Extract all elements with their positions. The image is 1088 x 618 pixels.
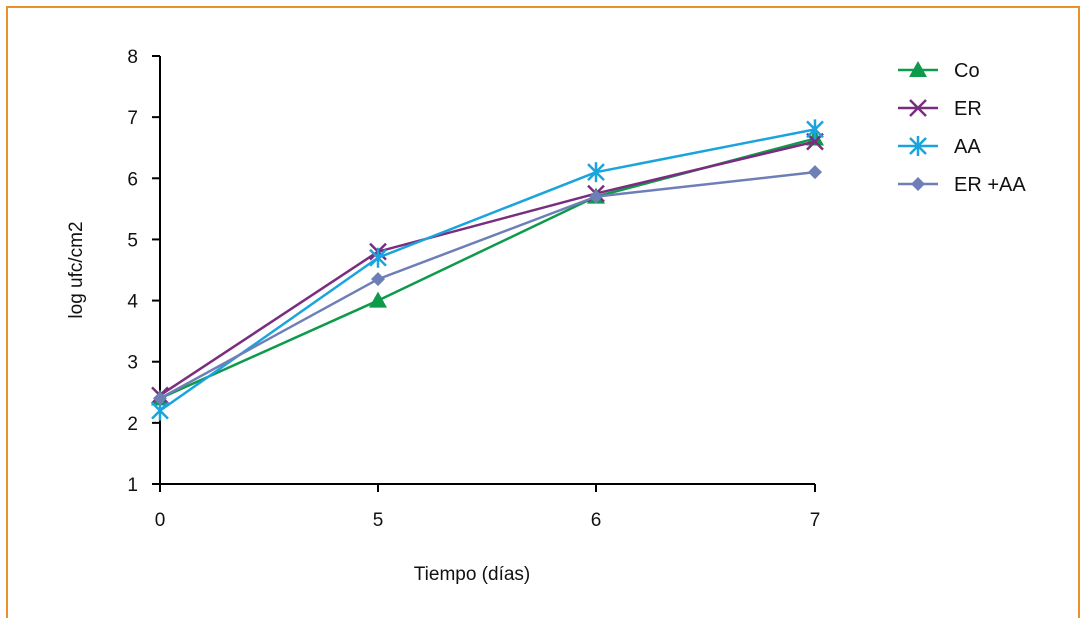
legend-label: ER +AA (954, 174, 1026, 196)
data-point (806, 119, 824, 140)
y-tick-label: 4 (127, 292, 138, 313)
series-line (159, 170, 816, 400)
y-tick-label: 7 (127, 108, 138, 129)
legend-item: Co (898, 60, 980, 82)
y-axis-title: log ufc/cm2 (66, 221, 87, 318)
y-axis-ticks: 1 2 3 4 5 6 7 8 (127, 47, 160, 496)
chart-frame (6, 6, 1080, 618)
y-tick-label: 2 (127, 414, 138, 435)
data-point (369, 291, 387, 308)
data-point (371, 272, 385, 287)
legend-label: AA (954, 136, 981, 158)
legend-label: Co (954, 60, 980, 82)
series-group (151, 119, 824, 421)
y-tick-label: 6 (127, 169, 138, 190)
series-line (159, 137, 816, 400)
y-tick-label: 5 (127, 230, 138, 251)
y-tick-label: 3 (127, 353, 138, 374)
x-tick-label: 5 (373, 510, 384, 531)
series-er-aa (153, 165, 822, 406)
legend-swatch-marker (909, 61, 927, 77)
series-co (151, 129, 824, 406)
x-axis-title: Tiempo (días) (414, 564, 531, 585)
legend-label: ER (954, 98, 982, 120)
x-tick-label: 6 (591, 510, 602, 531)
data-point (587, 162, 605, 183)
x-marker-stroke (909, 99, 927, 117)
legend-swatch-marker (909, 136, 927, 156)
data-point (808, 165, 822, 180)
diamond-marker-shape (911, 177, 925, 191)
data-point (153, 391, 167, 406)
axes (159, 56, 815, 485)
diamond-marker-shape (808, 165, 822, 180)
data-point (589, 189, 603, 204)
legend-item: ER (898, 98, 982, 120)
diamond-marker-shape (589, 189, 603, 204)
triangle-marker-shape (369, 291, 387, 308)
legend-swatch-marker (911, 177, 925, 191)
diamond-marker-shape (153, 391, 167, 406)
series-line (159, 128, 816, 412)
series-er (151, 132, 824, 405)
x-tick-label: 0 (155, 510, 166, 531)
x-axis-ticks: 0 5 6 7 (155, 484, 821, 531)
series-aa (151, 119, 824, 421)
legend: Co ER AA ER +AA (898, 60, 1026, 196)
diamond-marker-shape (371, 272, 385, 287)
x-tick-label: 7 (810, 510, 821, 531)
y-tick-label: 1 (127, 475, 138, 496)
legend-swatch-marker (909, 99, 927, 117)
legend-item: AA (898, 136, 981, 158)
legend-item: ER +AA (898, 174, 1026, 196)
series-line (159, 140, 816, 397)
data-point (369, 247, 387, 268)
y-tick-label: 8 (127, 47, 138, 68)
triangle-marker-shape (909, 61, 927, 77)
